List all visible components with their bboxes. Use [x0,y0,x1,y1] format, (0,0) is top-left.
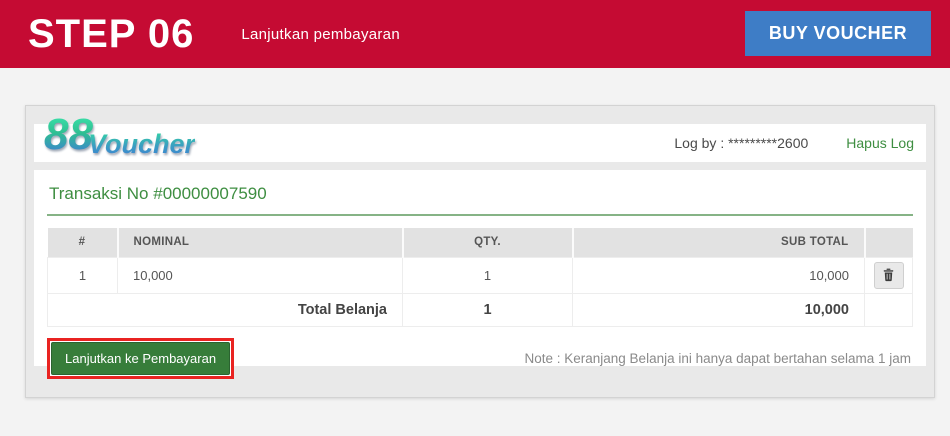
logo-text-88: 88 [44,110,93,159]
88voucher-logo: 88 Voucher [44,110,195,159]
buy-voucher-button[interactable]: BUY VOUCHER [745,11,931,56]
col-header-num: # [47,228,119,257]
step-description: Lanjutkan pembayaran [241,25,400,43]
table-header-row: # NOMINAL QTY. SUB TOTAL [47,228,913,257]
logo-text-voucher: Voucher [87,129,195,159]
cell-num: 1 [47,256,118,294]
col-header-qty: QTY. [402,228,574,257]
cell-qty: 1 [402,256,573,294]
log-by-text: Log by : *********2600 [674,135,809,151]
trash-icon [882,268,895,282]
transaction-panel: Transaksi No #00000007590 # NOMINAL QTY.… [34,170,926,379]
delete-item-button[interactable] [873,261,904,289]
total-label: Total Belanja [47,292,403,327]
table-row: 1 10,000 1 10,000 [47,256,913,294]
cell-actions [864,256,913,294]
logo-band: 88 Voucher Log by : *********2600 Hapus L… [34,113,926,162]
step-header: STEP 06 Lanjutkan pembayaran BUY VOUCHER [0,0,950,68]
total-qty: 1 [402,292,573,327]
cart-note: Note : Keranjang Belanja ini hanya dapat… [524,350,911,366]
order-table: # NOMINAL QTY. SUB TOTAL 1 10,000 1 10,0… [47,228,913,327]
checkout-card: 88 Voucher Log by : *********2600 Hapus L… [25,105,935,398]
cell-subtotal: 10,000 [572,256,865,294]
total-subtotal: 10,000 [572,292,865,327]
col-header-actions [864,228,913,257]
annotation-highlight: Lanjutkan ke Pembayaran [47,337,235,379]
transaction-title: Transaksi No #00000007590 [47,180,913,216]
hapus-log-link[interactable]: Hapus Log [846,135,914,151]
session-area: Log by : *********2600 Hapus Log [674,135,914,151]
cell-nominal: 10,000 [117,256,403,294]
continue-payment-button[interactable]: Lanjutkan ke Pembayaran [51,341,231,375]
total-row: Total Belanja 1 10,000 [47,292,913,327]
panel-footer: Lanjutkan ke Pembayaran Note : Keranjang… [47,337,913,379]
total-actions-empty [864,292,913,327]
step-label: STEP 06 [28,12,195,56]
col-header-nominal: NOMINAL [117,228,404,257]
col-header-subtotal: SUB TOTAL [572,228,866,257]
